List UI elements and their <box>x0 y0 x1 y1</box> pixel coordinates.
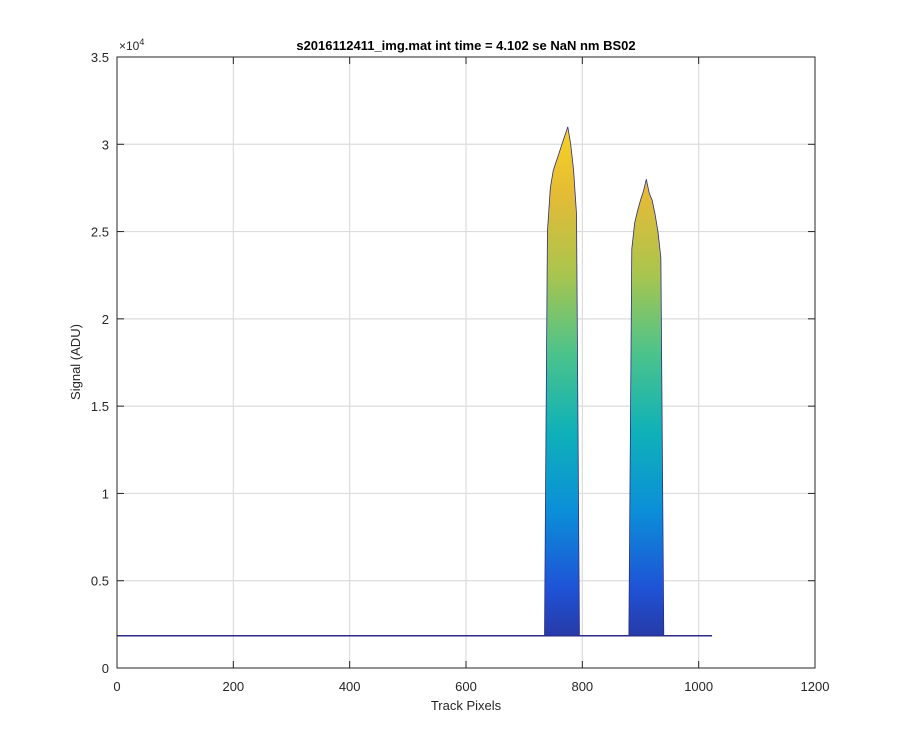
y-tick-label: 0.5 <box>91 574 109 589</box>
y-tick-label: 2.5 <box>91 225 109 240</box>
x-tick-label: 800 <box>571 679 593 694</box>
y-tick-label: 3 <box>102 137 109 152</box>
x-tick-label: 1200 <box>801 679 830 694</box>
x-tick-label: 0 <box>113 679 120 694</box>
y-axis-label: Signal (ADU) <box>68 324 83 400</box>
grid-lines <box>117 57 815 668</box>
x-tick-label: 600 <box>455 679 477 694</box>
chart-title: s2016112411_img.mat int time = 4.102 se … <box>296 38 635 53</box>
x-tick-label: 400 <box>339 679 361 694</box>
signal-peak-2 <box>628 179 665 637</box>
signal-peak-1 <box>544 126 580 637</box>
y-tick-label: 2 <box>102 312 109 327</box>
axes <box>116 56 816 669</box>
x-axis-label: Track Pixels <box>431 698 502 713</box>
y-tick-label: 1 <box>102 486 109 501</box>
y-axis-exponent: ×104 <box>119 37 144 53</box>
y-tick-label: 0 <box>102 661 109 676</box>
x-tick-label: 1000 <box>684 679 713 694</box>
tick-labels: 0 200 400 600 800 1000 1200 0 0.5 1 1.5 2 2.5 3 3.5 <box>91 50 830 694</box>
y-tick-label: 1.5 <box>91 399 109 414</box>
x-tick-label: 200 <box>222 679 244 694</box>
series-layer <box>117 126 713 637</box>
y-tick-label: 3.5 <box>91 50 109 65</box>
